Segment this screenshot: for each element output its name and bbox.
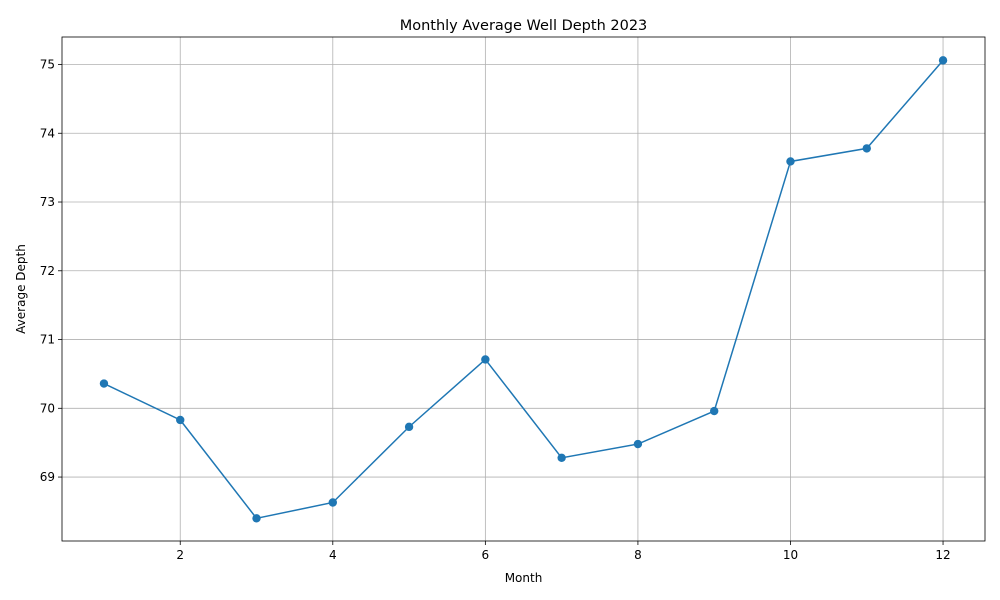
y-tick-label: 72 (40, 264, 55, 278)
data-point (99, 379, 109, 388)
data-point (252, 514, 261, 523)
axis-ticks: 2 4 6 8 10 12 69 70 71 72 73 74 75 (40, 58, 951, 562)
x-tick-label: 4 (329, 548, 337, 562)
x-tick-label: 8 (634, 548, 642, 562)
data-point (176, 415, 185, 425)
y-tick-label: 71 (40, 333, 55, 347)
data-point (328, 498, 337, 507)
x-tick-label: 2 (176, 548, 184, 562)
y-tick-label: 69 (40, 470, 55, 484)
data-point (786, 157, 795, 166)
data-point (404, 422, 414, 432)
x-axis-title: Month (505, 571, 543, 585)
series-layer (99, 56, 948, 523)
series-line (103, 59, 944, 520)
data-point (557, 453, 566, 463)
data-point (710, 406, 719, 416)
y-tick-label: 70 (40, 401, 55, 415)
data-point (862, 144, 871, 153)
chart-title: Monthly Average Well Depth 2023 (400, 18, 648, 34)
x-tick-label: 12 (935, 548, 950, 562)
y-axis-title: Average Depth (14, 244, 28, 334)
x-tick-label: 10 (783, 548, 798, 562)
data-point (481, 355, 490, 364)
plot-frame (61, 36, 986, 542)
y-tick-label: 74 (40, 126, 55, 140)
grid-lines (62, 37, 985, 541)
y-tick-label: 75 (40, 58, 55, 72)
y-tick-label: 73 (40, 195, 55, 209)
data-point (938, 56, 948, 65)
x-tick-label: 6 (482, 548, 490, 562)
data-point (633, 439, 643, 449)
